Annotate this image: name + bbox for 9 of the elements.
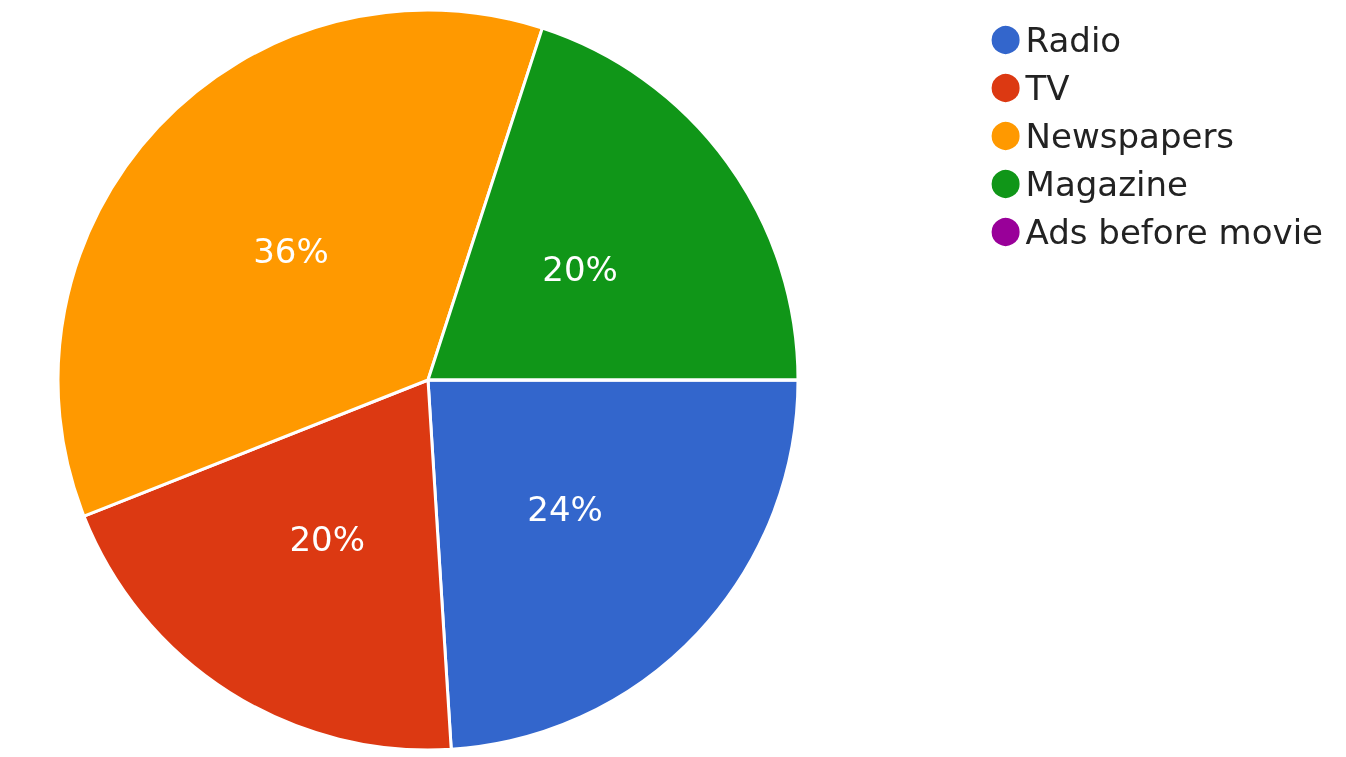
data-label: 36%: [253, 231, 329, 272]
data-label: 20%: [289, 518, 366, 559]
legend-label: Newspapers: [1025, 116, 1235, 156]
data-label: 24%: [527, 488, 603, 529]
legend-label: Magazine: [1025, 164, 1188, 204]
legend-label: Radio: [1025, 20, 1122, 60]
data-label: 20%: [542, 249, 618, 290]
legend-label: Ads before movie: [1025, 212, 1324, 252]
legend-label: TV: [1024, 68, 1070, 108]
